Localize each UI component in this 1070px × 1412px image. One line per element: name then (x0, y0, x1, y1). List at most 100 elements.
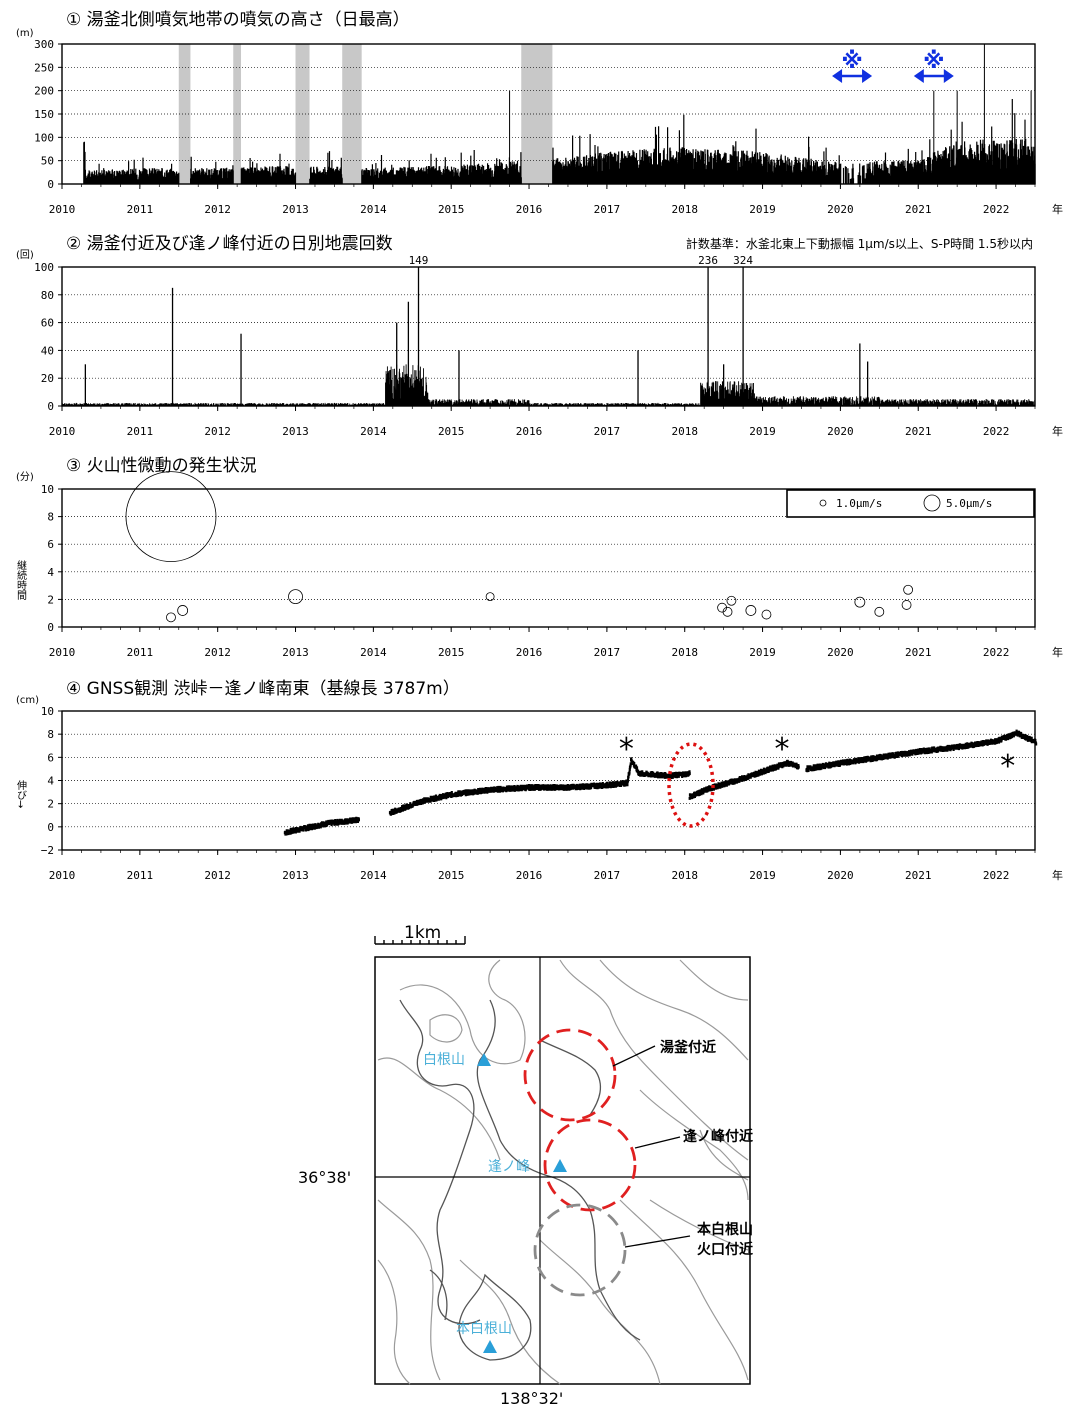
p4-ytick-label: −2 (41, 844, 54, 857)
p4-xtick-label: 2019 (749, 869, 776, 882)
p3-tremor-point (761, 609, 772, 620)
p2-xtick-label: 2010 (49, 425, 76, 438)
label-motoshirane: 本白根山 (697, 1221, 753, 1238)
p1-xtick-label: 2018 (671, 203, 698, 216)
p2-peak-label: 236 (698, 254, 718, 267)
p3-xtick-label: 2011 (127, 646, 154, 659)
p3-ylabel: 継続時間 (15, 559, 27, 601)
p4-xtick-label: 2020 (827, 869, 854, 882)
p1-unit: (m) (16, 28, 34, 39)
p1-ytick-label: 150 (34, 108, 54, 121)
p2-ytick-label: 60 (41, 317, 54, 330)
p2-xtick-label: 2016 (516, 425, 543, 438)
p2-unit: (回) (16, 249, 34, 261)
p3-tremor-point (854, 596, 866, 608)
p1-xtick-label: 2017 (594, 203, 621, 216)
p2-xtick-label: 2011 (127, 425, 154, 438)
p3-tremor-point (745, 605, 757, 616)
p2-frame (61, 266, 1036, 407)
p1-ytick-label: 50 (41, 155, 54, 168)
p4-ytick-label: 10 (41, 705, 54, 718)
p3-xtick-label: 2016 (516, 646, 543, 659)
p2-peak-label: 324 (733, 254, 753, 267)
p3-xtick-label: 2014 (360, 646, 387, 659)
p3-xtick-label: 2015 (438, 646, 465, 659)
p2-ytick-label: 0 (47, 400, 54, 413)
p3-xtick-label: 2012 (204, 646, 231, 659)
p2-xtick-label: 2022 (983, 425, 1010, 438)
p1-xtick-label: 2014 (360, 203, 387, 216)
p4-baseline-series (805, 729, 1038, 773)
p1-ytick-label: 0 (47, 178, 54, 191)
p4-asterisk-note: * (619, 732, 634, 767)
p3-tremor-point (874, 606, 885, 617)
p3-xtick-label: 2019 (749, 646, 776, 659)
p1-yticks: 300 250 200 150 100 50 0 (34, 38, 62, 191)
p3-xtick-label: 2017 (594, 646, 621, 659)
p4-xtick-label: 2013 (282, 869, 309, 882)
p4-unit: (cm) (16, 695, 39, 706)
p2-ytick-label: 40 (41, 344, 54, 357)
p1-arrow-left-icon (913, 69, 924, 83)
lon-label: 138°32' (500, 1389, 563, 1408)
p2-xtick-label: 2015 (438, 425, 465, 438)
peak-motoshirane-label: 本白根山 (456, 1321, 512, 1337)
p1-missing-period (178, 44, 191, 184)
location-map: 1km (298, 923, 753, 1408)
p1-xtick-label: 2022 (983, 203, 1010, 216)
p1-ytick-label: 300 (34, 38, 54, 51)
p4-xtick-label: 2016 (516, 869, 543, 882)
p4-grid (62, 733, 1035, 828)
p1-year-suffix: 年 (1052, 202, 1063, 216)
p1-xticks: 2010 2011 2012 2013 2014 2015 2016 2017 2018 2019… (49, 184, 1063, 216)
p2-ytick-label: 100 (34, 261, 54, 274)
legend-large-label: 5.0μm/s (946, 497, 992, 510)
p4-xtick-label: 2012 (204, 869, 231, 882)
legend-large-circle (923, 494, 941, 512)
p4-title: ④ GNSS観測 渋峠－逢ノ峰南東（基線長 3787m） (66, 679, 460, 699)
p3-tremor-point (166, 612, 176, 623)
p2-ytick-label: 20 (41, 372, 54, 385)
p2-xtick-label: 2012 (204, 425, 231, 438)
p3-tremor-point (722, 606, 733, 617)
p2-xtick-label: 2021 (905, 425, 932, 438)
p4-year-suffix: 年 (1052, 868, 1063, 882)
p3-xtick-label: 2013 (282, 646, 309, 659)
p4-asterisk-note: * (1000, 749, 1015, 784)
p4-ytick-label: 2 (47, 798, 54, 811)
legend-small-circle (819, 499, 827, 507)
leader-yugama (612, 1045, 656, 1067)
p2-bars (61, 267, 1036, 406)
p3-grid (62, 516, 1035, 600)
p3-ytick-label: 2 (47, 593, 54, 606)
p2-note: 計数基準：水釜北東上下動振幅 1μm/s以上、S-P時間 1.5秒以内 (686, 236, 1033, 251)
p2-yticks: 100 80 60 40 20 0 (34, 261, 62, 413)
p2-xtick-label: 2018 (671, 425, 698, 438)
map-scale-bar (374, 936, 466, 945)
p3-ytick-label: 8 (47, 511, 54, 524)
peak-ainomine: 逢ノ峰 (488, 1159, 567, 1175)
p3-tremor-point (288, 589, 303, 605)
p1-title: ① 湯釜北側噴気地帯の噴気の高さ（日最高） (66, 10, 410, 30)
p3-xtick-label: 2022 (983, 646, 1010, 659)
p3-tremor-point (901, 600, 912, 610)
p2-xtick-label: 2017 (594, 425, 621, 438)
p3-unit: (分) (16, 471, 34, 483)
p4-xtick-label: 2022 (983, 869, 1010, 882)
label-crater: 火口付近 (697, 1241, 753, 1258)
p4-baseline-series (688, 759, 800, 800)
p3-title: ③ 火山性微動の発生状況 (66, 456, 257, 476)
p3-xtick-label: 2021 (905, 646, 932, 659)
p1-xtick-label: 2021 (905, 203, 932, 216)
p4-baseline-series (388, 757, 691, 816)
peak-motoshirane: 本白根山 (456, 1321, 512, 1353)
p3-ytick-label: 6 (47, 538, 54, 551)
p4-asterisk-note: * (775, 732, 790, 767)
p4-xtick-label: 2014 (360, 869, 387, 882)
p3-year-suffix: 年 (1052, 645, 1063, 659)
p1-marker-note: ※ (923, 49, 944, 74)
p4-yticks: 10 8 6 4 2 0 −2 (41, 705, 62, 857)
p1-daily-bars (83, 99, 1036, 184)
p1-xtick-label: 2010 (49, 203, 76, 216)
